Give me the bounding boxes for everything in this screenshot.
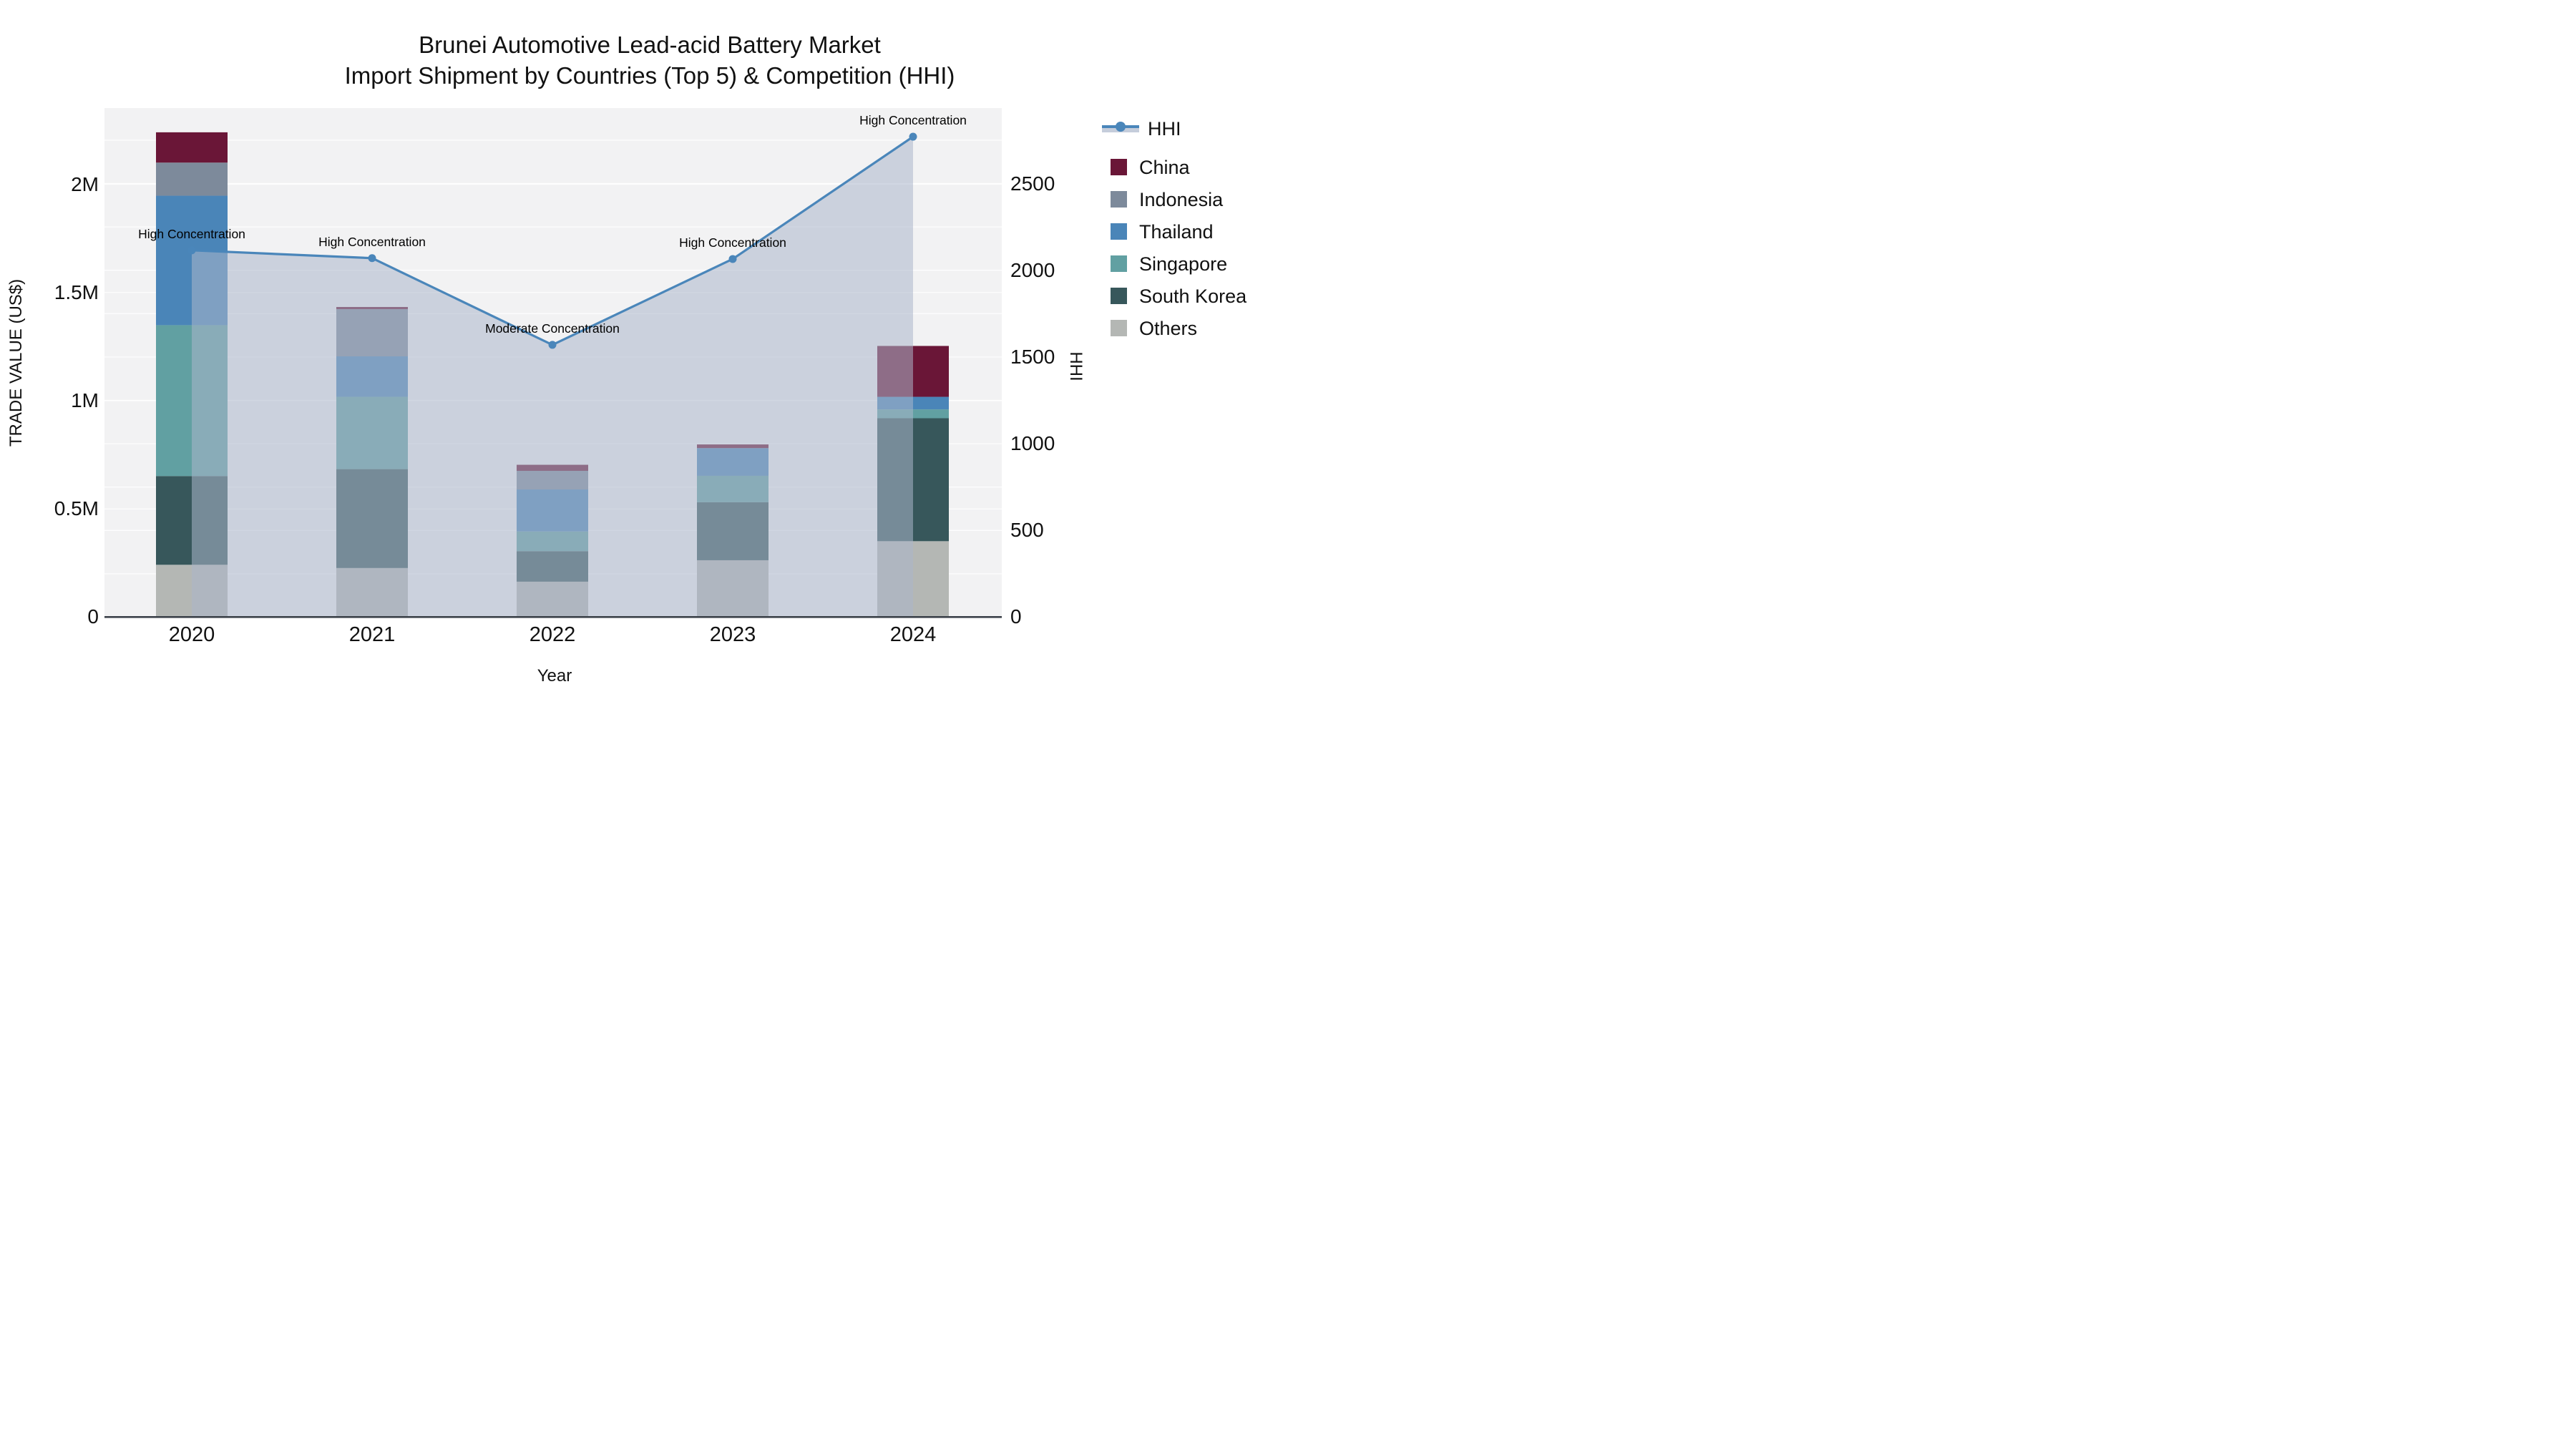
x-axis-title: Year — [537, 666, 572, 686]
y-right-axis-title: HHI — [1066, 351, 1085, 381]
legend-label-china: China — [1139, 157, 1191, 178]
thailand-swatch — [1111, 223, 1127, 240]
x-tick-2020: 2020 — [169, 623, 215, 646]
legend-item-singapore[interactable]: Singapore — [1111, 253, 1227, 275]
x-tick-2021: 2021 — [349, 623, 396, 646]
legend-label-singapore: Singapore — [1139, 253, 1227, 275]
y-left-axis-title: TRADE VALUE (US$) — [6, 279, 26, 447]
hhi-line-markers — [187, 132, 917, 349]
bar-segment-2020-indonesia — [156, 162, 228, 196]
south-korea-swatch — [1111, 288, 1127, 304]
y-right-tick-1500: 1500 — [1010, 346, 1055, 368]
chart-title-line1: Brunei Automotive Lead-acid Battery Mark… — [419, 31, 881, 58]
x-axis-line — [104, 616, 1002, 618]
annotation-2021: High Concentration — [318, 235, 426, 249]
annotation-2023: High Concentration — [679, 235, 786, 250]
y-left-tick-1m: 1M — [71, 389, 99, 411]
y-left-tick-2m: 2M — [71, 173, 99, 195]
y-right-tick-500: 500 — [1010, 519, 1044, 541]
y-right-tick-1000: 1000 — [1010, 432, 1055, 454]
legend-label-south-korea: South Korea — [1139, 286, 1247, 307]
legend-item-china[interactable]: China — [1111, 157, 1191, 178]
y-left-tick-0: 0 — [87, 605, 99, 628]
singapore-swatch — [1111, 255, 1127, 272]
legend: HHI China Indonesia Thailand Singapore S… — [1102, 118, 1247, 339]
hhi-marker-swatch — [1116, 122, 1126, 132]
hhi-combo-chart: High Concentration High Concentration Mo… — [6, 31, 1247, 686]
legend-item-south-korea[interactable]: South Korea — [1111, 286, 1247, 307]
figure: High Concentration High Concentration Mo… — [0, 0, 1288, 724]
hhi-marker-2023 — [728, 255, 737, 263]
chart-title-line2: Import Shipment by Countries (Top 5) & C… — [345, 62, 955, 89]
hhi-marker-2021 — [368, 254, 376, 263]
annotation-2022: Moderate Concentration — [485, 321, 620, 336]
bar-segment-2020-china — [156, 132, 228, 163]
y-left-tick-05m: 0.5M — [54, 497, 99, 519]
hhi-marker-2024 — [909, 132, 917, 141]
hhi-marker-2020 — [187, 246, 196, 255]
legend-label-others: Others — [1139, 318, 1197, 339]
legend-item-indonesia[interactable]: Indonesia — [1111, 189, 1224, 210]
x-tick-2023: 2023 — [710, 623, 756, 646]
others-swatch — [1111, 320, 1127, 336]
y-right-tick-2500: 2500 — [1010, 172, 1055, 195]
legend-label-hhi: HHI — [1148, 118, 1181, 140]
y-left-tick-15m: 1.5M — [54, 281, 99, 303]
x-tick-2024: 2024 — [890, 623, 937, 646]
legend-label-indonesia: Indonesia — [1139, 189, 1224, 210]
hhi-marker-2022 — [548, 341, 557, 349]
legend-label-thailand: Thailand — [1139, 221, 1214, 243]
x-tick-2022: 2022 — [530, 623, 576, 646]
legend-item-others[interactable]: Others — [1111, 318, 1197, 339]
hhi-area-polygon — [192, 137, 913, 618]
legend-item-hhi[interactable]: HHI — [1102, 118, 1181, 140]
y-right-tick-0: 0 — [1010, 605, 1022, 628]
china-swatch — [1111, 159, 1127, 175]
hhi-area-fill — [192, 137, 913, 618]
annotation-2024: High Concentration — [859, 113, 967, 127]
indonesia-swatch — [1111, 191, 1127, 208]
legend-item-thailand[interactable]: Thailand — [1111, 221, 1214, 243]
annotation-2020: High Concentration — [138, 227, 245, 241]
y-right-tick-2000: 2000 — [1010, 259, 1055, 281]
